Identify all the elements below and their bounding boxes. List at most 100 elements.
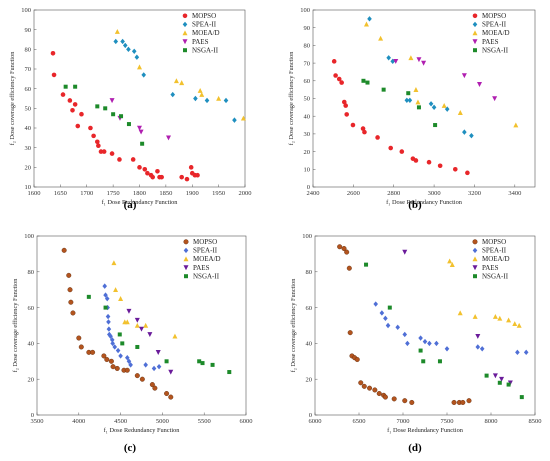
data-point [126,46,131,53]
data-point [406,91,411,96]
data-point [142,167,148,172]
series-spea-ii [373,301,529,356]
series-spea-ii [102,283,162,372]
x-tick-label: 1600 [28,190,41,197]
data-point [216,95,222,101]
data-point [367,16,372,22]
series-nsga-ii [86,294,232,375]
data-point [124,319,130,325]
data-point [402,249,408,255]
data-point [378,35,384,41]
y-tick-label: 70 [25,66,32,73]
series-mopso [61,247,174,400]
data-point [405,340,410,347]
data-point [512,321,518,327]
x-tick-label: 8000 [485,418,498,425]
data-point [433,123,438,128]
data-point [421,60,427,66]
legend-marker [472,30,478,36]
data-point [114,29,120,34]
data-point [137,125,142,131]
legend-marker [472,239,478,245]
series-paes [126,308,174,375]
data-point [67,98,73,103]
y-tick-label: 20 [306,376,313,383]
data-point [227,370,232,375]
data-point [427,340,432,347]
legend-entry: PAES [192,38,209,46]
legend-entry: MOPSO [482,12,506,20]
data-point [96,143,101,148]
data-point [409,399,415,405]
legend-marker [472,265,478,271]
data-point [344,112,350,117]
x-tick-label: 2600 [347,190,360,197]
data-point [426,159,432,165]
x-tick-label: 4000 [72,418,85,425]
data-point [108,358,114,364]
data-point [472,313,478,319]
data-point [341,246,347,252]
data-point [416,57,422,63]
data-point [204,97,210,104]
y-tick-label: 40 [304,113,311,120]
data-point [168,369,174,375]
data-point [63,84,68,89]
y-tick-label: 0 [307,184,310,191]
data-point [114,365,120,371]
x-tick-label: 2400 [307,190,320,197]
legend-entry: SPEA-II [482,21,507,29]
data-point [61,247,67,253]
y-tick-label: 80 [25,47,32,54]
data-point [159,174,164,180]
data-point [365,80,370,85]
data-point [113,38,119,45]
data-point [422,338,428,345]
x-tick-label: 4500 [114,418,127,425]
series-mopso [337,244,472,405]
data-point [391,396,397,402]
data-point [407,97,413,103]
data-point [111,260,117,266]
x-axis-label: f₁ Dose Redundancy Function [102,199,179,206]
legend-marker [473,48,477,53]
data-point [172,333,178,339]
y-tick-label: 20 [28,376,35,383]
legend-entry: NSGA-II [192,46,219,54]
data-point [120,38,125,45]
legend-marker [182,39,188,45]
data-point [240,115,246,121]
series-mopso [331,59,470,176]
data-point [385,322,391,329]
data-point [104,357,110,363]
panel-caption: (b) [408,199,422,211]
data-point [156,363,162,370]
data-point [151,365,157,372]
data-point [109,337,115,343]
y-tick-label: 100 [21,7,31,14]
legend-marker [183,48,187,53]
data-point [164,359,169,364]
data-point [381,87,386,92]
series-nsga-ii [364,262,524,400]
y-tick-label: 10 [25,184,32,191]
data-point [152,385,158,391]
data-point [122,42,128,49]
data-point [444,106,450,112]
data-point [109,98,115,104]
data-point [513,122,519,128]
data-point [104,295,110,302]
data-point [492,96,498,102]
x-axis-label: f₁ Dose Redundancy Function [387,427,464,434]
data-point [210,362,215,367]
data-point [130,157,136,162]
data-point [134,54,140,60]
y-tick-label: 40 [28,341,35,348]
data-point [115,347,121,354]
x-tick-label: 1650 [54,190,67,197]
x-tick-label: 3200 [468,190,481,197]
data-point [388,145,394,151]
legend-marker [472,39,478,45]
legend-entry: MOPSO [482,238,506,246]
